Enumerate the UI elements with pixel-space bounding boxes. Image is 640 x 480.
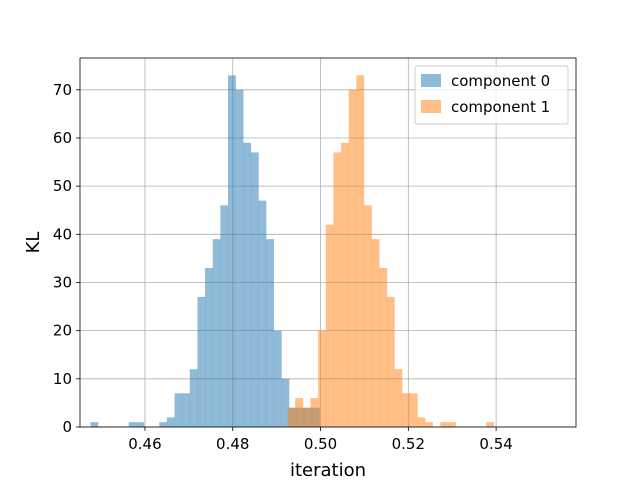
- histogram-bar: [205, 268, 213, 427]
- histogram-bar: [333, 152, 342, 427]
- y-tick-label: 50: [53, 177, 72, 195]
- histogram-bar: [90, 422, 99, 427]
- legend-label: component 0: [451, 72, 550, 90]
- histogram-bar: [409, 393, 418, 427]
- histogram-bar: [363, 205, 372, 427]
- histogram-bar: [182, 393, 191, 427]
- histogram-bar: [440, 422, 449, 427]
- histogram-bar: [318, 330, 327, 427]
- histogram-bar: [220, 205, 229, 427]
- histogram-bar: [295, 398, 304, 427]
- histogram-bar: [310, 398, 319, 427]
- histogram-bar: [174, 393, 183, 427]
- y-tick-label: 20: [53, 322, 72, 340]
- histogram-bar: [228, 75, 236, 427]
- y-tick-label: 0: [62, 418, 72, 436]
- histogram-bar: [281, 378, 290, 427]
- x-tick-label: 0.50: [304, 435, 337, 453]
- histogram-bar: [159, 422, 168, 427]
- legend-label: component 1: [451, 98, 550, 116]
- histogram-bar: [486, 422, 495, 427]
- histogram-bar: [356, 75, 365, 427]
- histogram-bar: [250, 152, 259, 427]
- histogram-bar: [302, 407, 311, 427]
- histogram-bar: [386, 296, 395, 427]
- histogram-bar: [136, 422, 145, 427]
- y-tick-label: 30: [53, 273, 72, 291]
- histogram-bar: [287, 407, 296, 427]
- histogram-bar: [273, 330, 282, 427]
- histogram-bar: [325, 224, 334, 427]
- histogram-bar: [402, 393, 411, 427]
- histogram-bar: [379, 268, 388, 427]
- y-axis-ticks: 0 10 20 30 40 50 60 70: [53, 81, 80, 436]
- legend: component 0 component 1: [414, 65, 569, 125]
- x-axis-ticks: 0.46 0.48 0.50 0.52 0.54: [128, 427, 513, 453]
- x-tick-label: 0.48: [216, 435, 249, 453]
- histogram-bar: [197, 296, 206, 427]
- histogram-bar: [128, 422, 137, 427]
- histogram-bar: [341, 142, 349, 427]
- histogram-bar: [243, 142, 252, 427]
- y-tick-label: 60: [53, 129, 72, 147]
- y-axis-label: KL: [23, 232, 44, 254]
- histogram-bar: [266, 239, 275, 427]
- y-tick-label: 40: [53, 225, 72, 243]
- histogram-bars: [90, 75, 495, 427]
- x-tick-label: 0.52: [392, 435, 425, 453]
- histogram-bar: [371, 239, 380, 427]
- histogram-bar: [394, 369, 403, 427]
- y-tick-label: 70: [53, 81, 72, 99]
- histogram-bar: [417, 417, 426, 427]
- x-axis-label: iteration: [290, 460, 366, 480]
- x-tick-label: 0.54: [479, 435, 512, 453]
- legend-swatch: [421, 74, 441, 87]
- histogram-bar: [258, 200, 267, 427]
- histogram-bar: [235, 89, 244, 427]
- legend-swatch: [421, 100, 441, 113]
- histogram-bar: [166, 417, 175, 427]
- legend-box: [414, 65, 569, 125]
- y-tick-label: 10: [53, 370, 72, 388]
- histogram-bar: [448, 422, 456, 427]
- axes-frame: [79, 57, 577, 428]
- histogram-bar: [425, 422, 433, 427]
- histogram-bar: [348, 89, 357, 427]
- series-1-bars: [287, 75, 495, 427]
- x-tick-label: 0.46: [128, 435, 161, 453]
- histogram-bar: [189, 369, 198, 427]
- histogram-bar: [212, 239, 221, 427]
